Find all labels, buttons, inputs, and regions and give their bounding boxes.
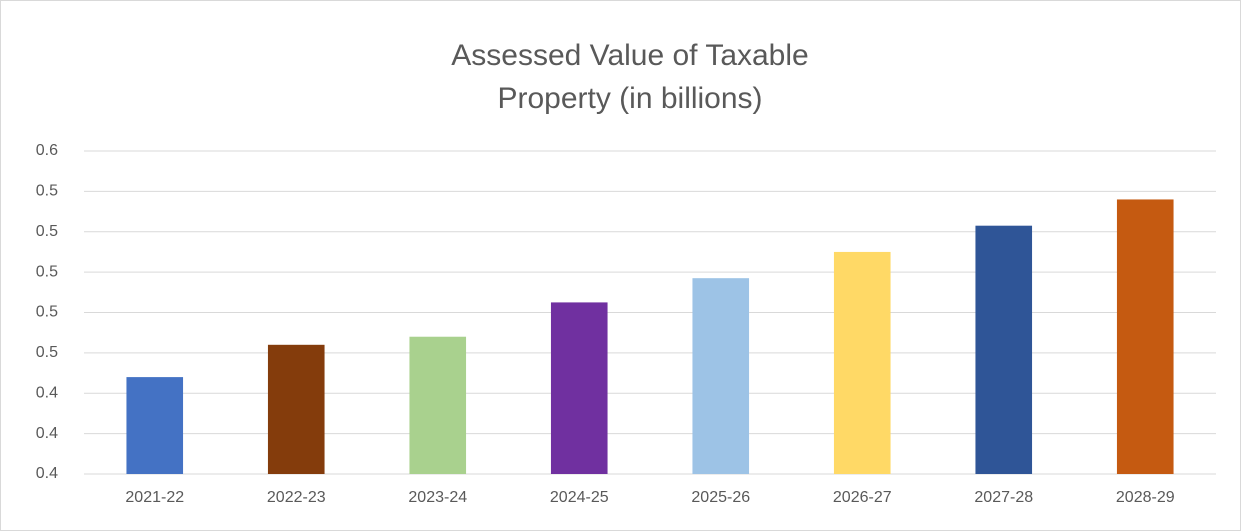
y-tick-label: 0.5 (36, 344, 58, 361)
bar (975, 225, 1033, 474)
y-tick-label: 0.4 (36, 465, 58, 482)
bar (833, 251, 891, 474)
y-tick-label: 0.4 (36, 384, 58, 401)
x-tick-label: 2025-26 (691, 489, 750, 506)
y-tick-label: 0.5 (36, 183, 58, 200)
y-tick-label: 0.5 (36, 223, 58, 240)
x-tick-label: 2028-29 (1116, 489, 1175, 506)
bar (409, 336, 467, 474)
bar (692, 278, 750, 474)
bar (1116, 199, 1174, 474)
x-tick-label: 2023-24 (408, 489, 467, 506)
y-tick-label: 0.6 (36, 142, 58, 159)
bar (126, 377, 184, 474)
x-tick-label: 2026-27 (833, 489, 892, 506)
y-tick-label: 0.4 (36, 425, 58, 442)
chart-title: Assessed Value of Taxable (451, 39, 808, 72)
x-tick-label: 2022-23 (267, 489, 326, 506)
chart-title: Property (in billions) (497, 82, 762, 115)
x-tick-label: 2027-28 (974, 489, 1033, 506)
y-tick-label: 0.5 (36, 263, 58, 280)
y-tick-label: 0.5 (36, 304, 58, 321)
bar (550, 302, 608, 474)
bar (267, 344, 325, 474)
x-tick-label: 2024-25 (550, 489, 609, 506)
x-tick-label: 2021-22 (125, 489, 184, 506)
